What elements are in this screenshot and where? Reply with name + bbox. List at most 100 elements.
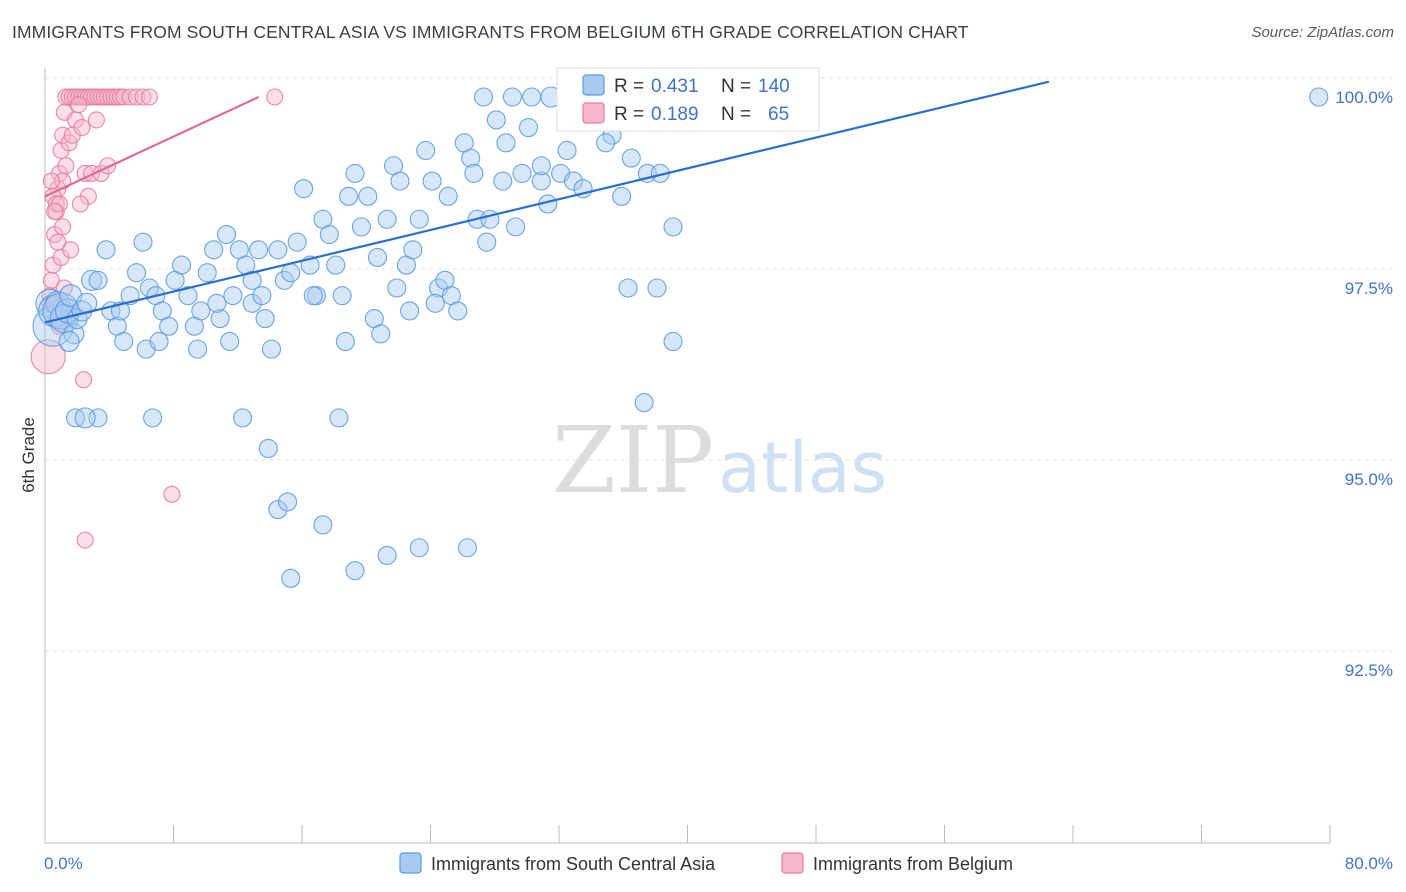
belgium-point-59 <box>75 371 93 389</box>
sca-point-40 <box>261 339 282 359</box>
sca-point-136 <box>496 133 516 153</box>
legend-n-label-2: N = <box>721 104 751 125</box>
sca-point-139 <box>612 186 632 206</box>
sca-point-29 <box>191 301 211 321</box>
sca-point-103 <box>409 538 429 558</box>
sca-point-124 <box>220 331 240 352</box>
sca-point-101 <box>345 561 365 581</box>
belgium-point-50 <box>42 172 60 190</box>
sca-point-77 <box>502 87 522 107</box>
sca-point-76 <box>493 171 513 191</box>
y-tick-label-1: 97.5% <box>1345 279 1393 298</box>
sca-point-51 <box>332 286 352 306</box>
sca-point-65 <box>422 171 442 191</box>
belgium-point-51 <box>46 203 64 221</box>
sca-point-83 <box>563 171 584 191</box>
axes <box>44 68 1331 844</box>
trend-line-south-central-asia <box>44 80 1050 324</box>
sca-point-45 <box>294 179 314 199</box>
belgium-point-38 <box>57 157 75 175</box>
sca-point-98 <box>277 492 298 512</box>
sca-point-32 <box>210 309 230 329</box>
sca-point-26 <box>171 255 192 275</box>
sca-point-125 <box>242 270 262 290</box>
sca-point-60 <box>390 171 410 191</box>
belgium-point-61 <box>76 531 94 549</box>
sca-point-129 <box>367 247 388 267</box>
sca-point-104 <box>281 568 301 588</box>
bottom-legend-swatch-blue <box>399 852 422 874</box>
sca-point-33 <box>216 224 237 245</box>
belgium-point-62 <box>266 88 284 106</box>
sca-point-126 <box>252 286 272 306</box>
legend-swatch-blue <box>582 74 605 96</box>
trend-lines <box>44 80 1050 324</box>
belgium-point-30 <box>121 88 139 106</box>
sca-point-110 <box>531 156 551 176</box>
sca-point-34 <box>223 286 243 306</box>
sca-point-95 <box>233 408 253 428</box>
sca-point-127 <box>303 286 323 306</box>
sca-point-64 <box>416 140 436 161</box>
sca-point-102 <box>377 545 397 565</box>
sca-point-31 <box>204 240 224 260</box>
sca-point-137 <box>518 118 539 138</box>
belgium-point-33 <box>140 88 158 106</box>
y-axis-label: 6th Grade <box>19 417 38 493</box>
sca-point-118 <box>74 407 96 429</box>
y-tick-label-2: 95.0% <box>1345 470 1393 489</box>
belgium-point-60 <box>163 485 181 503</box>
sca-point-138 <box>557 140 577 161</box>
sca-point-131 <box>400 301 420 321</box>
sca-point-109 <box>618 278 638 298</box>
sca-point-133 <box>438 186 458 206</box>
x-tick-label-left: 0.0% <box>44 854 83 873</box>
belgium-point-0 <box>30 339 66 375</box>
trend-line-belgium <box>44 96 260 198</box>
chart-title: IMMIGRANTS FROM SOUTH CENTRAL ASIA VS IM… <box>12 22 969 42</box>
sca-point-13 <box>88 270 108 290</box>
sca-point-80 <box>531 171 551 191</box>
sca-point-58 <box>377 209 397 229</box>
sca-point-87 <box>621 148 641 168</box>
sca-point-79 <box>522 87 542 107</box>
sca-point-39 <box>255 309 275 329</box>
sca-point-106 <box>634 393 654 413</box>
sca-point-90 <box>663 217 683 237</box>
y-tick-labels: 100.0% 97.5% 95.0% 92.5% <box>1335 88 1393 680</box>
sca-point-53 <box>345 163 365 183</box>
sca-point-74 <box>480 209 500 229</box>
sca-point-42 <box>274 270 294 290</box>
legend-n-label-1: N = <box>721 76 751 97</box>
sca-point-50 <box>326 255 346 275</box>
sca-point-132 <box>425 293 445 313</box>
watermark-atlas: atlas <box>718 427 887 509</box>
sca-point-24 <box>159 316 179 336</box>
sca-point-37 <box>242 293 262 313</box>
belgium-point-2 <box>42 271 60 289</box>
sca-point-38 <box>249 240 269 260</box>
sca-point-100 <box>329 408 349 428</box>
sca-point-121 <box>149 331 169 352</box>
sca-point-43 <box>281 263 301 283</box>
belgium-point-42 <box>70 96 88 114</box>
bottom-legend-label-pink: Immigrants from Belgium <box>813 854 1013 874</box>
y-tick-label-0: 100.0% <box>1335 88 1393 107</box>
sca-point-63 <box>409 209 429 229</box>
sca-point-128 <box>335 331 355 352</box>
sca-point-12 <box>81 269 103 291</box>
legend-n-value-1: 140 <box>758 76 790 97</box>
belgium-point-47 <box>87 111 105 129</box>
sca-point-134 <box>464 163 484 183</box>
sca-point-69 <box>448 301 468 321</box>
legend-swatch-pink <box>582 102 605 124</box>
sca-point-111 <box>506 217 526 237</box>
sca-point-62 <box>403 240 423 260</box>
y-tick-label-3: 92.5% <box>1345 661 1393 680</box>
sca-point-14 <box>96 240 116 260</box>
belgium-point-64 <box>54 218 72 236</box>
sca-point-73 <box>473 87 494 107</box>
sca-point-55 <box>358 186 378 206</box>
belgium-point-31 <box>128 88 146 106</box>
